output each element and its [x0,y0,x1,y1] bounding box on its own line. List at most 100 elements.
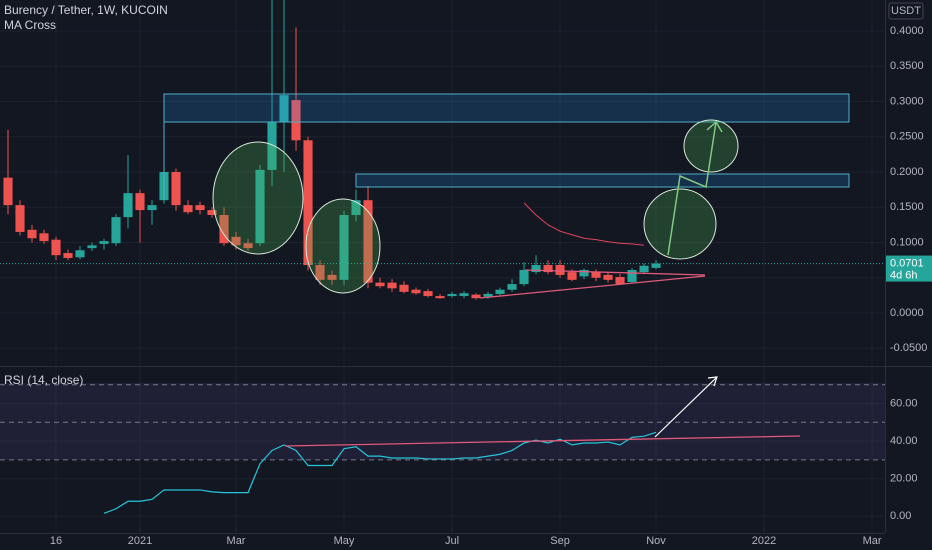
y-tick-label: 0.0000 [890,307,924,319]
x-tick-label: Nov [646,535,666,547]
y-tick-label: 0.2500 [890,131,924,143]
y-tick-label: 0.3500 [890,60,924,72]
candle-body [243,243,253,249]
candle-body [183,205,193,213]
candle-body [315,265,325,280]
rsi-trend-line [284,435,801,447]
ellipse [212,141,304,255]
y-tick-label: 0.1000 [890,236,924,248]
projection-arrow [667,121,717,256]
candle-body [219,214,229,244]
last-price-badge [886,255,932,282]
indicator-label: MA Cross [4,18,56,32]
candle-body [615,277,625,285]
candle-body [459,293,469,297]
candle-body [447,293,457,297]
candle-body [63,253,73,258]
candle-body [579,269,589,277]
trend-line [479,275,706,299]
candle-body [399,284,409,292]
drawings [163,93,850,447]
candle-body [351,200,361,215]
y-tick-label: 0.00 [890,510,911,522]
resistance-box [163,93,850,123]
candle-body [111,217,121,244]
x-tick-label: 2021 [128,535,152,547]
x-tick-label: Mar [227,535,246,547]
candle-body [207,210,217,215]
candle-body [339,214,349,280]
candle-body [135,193,145,211]
candle-body [519,269,529,285]
y-tick-label: 40.00 [890,435,918,447]
x-tick-label: Jul [445,535,459,547]
x-tick-label: May [334,535,355,547]
trend-line [524,269,706,276]
x-tick-label: Sep [550,535,570,547]
candle-body [387,282,397,289]
candle-body [603,274,613,280]
candle-body [123,193,133,218]
last-price-label: 0.0701 [890,257,924,269]
y-tick-label: 20.00 [890,473,918,485]
y-tick-label: 60.00 [890,397,918,409]
arrow-head [706,120,723,133]
rsi-label: RSI (14, close) [4,373,83,387]
candle-body [591,272,601,278]
ma-line [523,202,645,246]
y-tick-label: 0.3000 [890,95,924,107]
currency[interactable]: USDT [891,5,921,17]
rsi-band-fill [0,383,885,460]
x-tick-label: 16 [50,535,62,547]
rsi-arrow [654,376,718,438]
candle-body [363,200,373,283]
candle-body [15,205,25,232]
candle-body [231,236,241,246]
candle-body [291,100,301,141]
countdown: 4d 6h [890,269,918,281]
candle-body [543,265,553,273]
candle-body [435,296,445,299]
rsi-arrow-head [707,376,718,387]
candle-body [303,140,313,266]
x-tick-label: 2022 [752,535,776,547]
x-tick-label: Mar [863,535,882,547]
candle-body [147,205,157,211]
candle-body [375,282,385,287]
candle-body [255,169,265,244]
resistance-box [355,173,850,188]
candle-body [75,250,85,258]
candle-body [3,177,13,206]
candle-body [279,95,289,122]
candle-body [507,284,517,290]
candle-body [627,269,637,282]
y-tick-label: 0.1500 [890,201,924,213]
candle-body [87,245,97,249]
candle-body [531,265,541,273]
ellipse [643,188,717,260]
candle-body [483,293,493,297]
candle-body [651,263,661,268]
candle-body [51,239,61,256]
candle-body [39,233,49,242]
y-tick-label: -0.0500 [890,342,927,354]
currency-badge[interactable] [888,2,924,20]
candle-body [195,205,205,211]
y-tick-label: 0.2000 [890,166,924,178]
candle-body [567,272,577,280]
candle-body [99,241,109,244]
ellipse [305,198,381,294]
candle-body [171,171,181,206]
candle-body [471,294,481,299]
candle-body [267,121,277,170]
symbol-title: Burency / Tether, 1W, KUCOIN [4,3,168,17]
y-tick-label: 0.4000 [890,25,924,37]
candle-body [411,289,421,294]
candle-body [423,291,433,297]
candle-body [639,265,649,273]
candle-body [27,229,37,239]
candle-body [327,274,337,280]
candle-body [555,265,565,275]
candle-body [495,289,505,294]
